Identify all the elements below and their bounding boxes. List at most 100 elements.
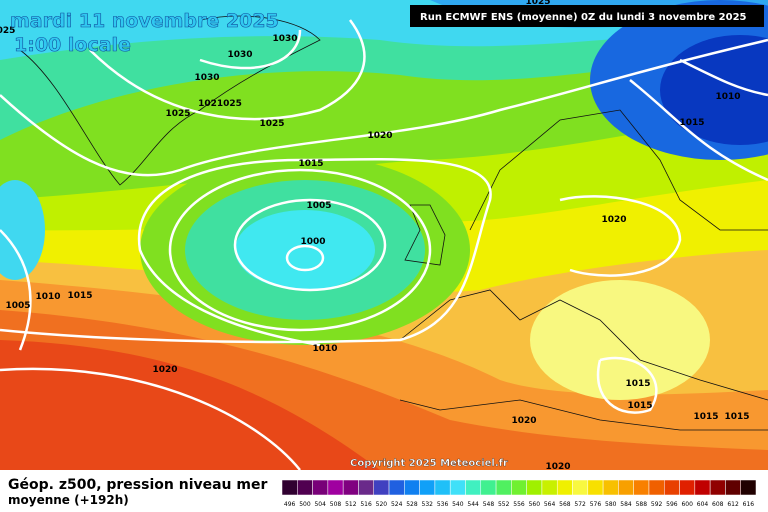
isobar-label: 1015 <box>724 412 749 422</box>
color-cell <box>495 479 512 496</box>
isobar-label: 1010 <box>312 344 337 354</box>
isobar-label: 1005 <box>306 201 331 211</box>
isobar-label: 1015 <box>298 159 323 169</box>
scale-label: 596 <box>666 501 678 508</box>
coastline <box>19 15 321 186</box>
scale-label: 520 <box>376 501 388 508</box>
isobar-label: 1020 <box>545 462 570 472</box>
isobar-label: 1000 <box>300 237 325 247</box>
isobar-labels: 1025 1030 1030 1030 1025 1021025 1025 1020 1015 1… <box>0 0 750 472</box>
isobars <box>0 19 768 471</box>
scale-label: 508 <box>330 501 342 508</box>
isobar <box>89 19 366 121</box>
scale-label: 544 <box>467 501 479 508</box>
isobar-label: 025 <box>0 26 15 36</box>
color-cell <box>556 479 573 496</box>
run-box <box>410 5 764 27</box>
color-cell <box>327 479 344 496</box>
scale-label: 572 <box>574 501 586 508</box>
color-cell <box>526 479 543 496</box>
scale-label: 528 <box>406 501 418 508</box>
isobar-label: 1030 <box>227 50 252 60</box>
color-cell <box>281 479 298 496</box>
scale-label: 564 <box>544 501 556 508</box>
local-time: 1:00 locale <box>14 34 131 56</box>
color-cell <box>541 479 558 496</box>
band <box>0 180 45 280</box>
color-cell <box>358 479 374 496</box>
isobar-label: 1025 <box>259 119 284 129</box>
color-cell <box>511 479 527 496</box>
color-cell <box>740 479 757 496</box>
scale-label: 568 <box>559 501 571 508</box>
scale-label: 500 <box>299 501 311 508</box>
isobar <box>596 356 658 414</box>
scale-label: 496 <box>284 501 296 508</box>
isobar <box>559 195 682 277</box>
isobar <box>629 79 768 182</box>
legend-title: Géop. z500, pression niveau mer <box>8 477 267 493</box>
isobar <box>233 198 387 292</box>
coastline <box>399 289 768 401</box>
color-cell <box>465 479 482 496</box>
color-cell <box>587 479 604 496</box>
scale-label: 580 <box>605 501 617 508</box>
copyright: Copyright 2025 Meteociel.fr <box>350 458 508 469</box>
isobar-label: 1010 <box>35 292 60 302</box>
run-info: Run ECMWF ENS (moyenne) 0Z du lundi 3 no… <box>420 12 747 23</box>
scale-label: 588 <box>636 501 648 508</box>
scale-label: 516 <box>360 501 372 508</box>
color-cell <box>679 479 696 496</box>
scale-label: 576 <box>590 501 602 508</box>
isobar-label: 1020 <box>601 215 626 225</box>
legend-subtitle: moyenne (+192h) <box>8 493 129 507</box>
scale-label: 536 <box>437 501 449 508</box>
isobar <box>168 168 432 332</box>
color-cell <box>633 479 650 496</box>
isobar-label: 1015 <box>627 401 652 411</box>
color-cell <box>709 479 726 496</box>
coastline <box>404 204 446 266</box>
color-cell <box>297 479 313 496</box>
color-cell <box>373 479 390 496</box>
color-cell <box>480 479 497 496</box>
scale-label: 592 <box>651 501 663 508</box>
isobar <box>679 58 768 97</box>
isobar-label: 1020 <box>152 365 177 375</box>
scale-label: 512 <box>345 501 357 508</box>
scale-label: 560 <box>529 501 541 508</box>
scale-label: 552 <box>498 501 510 508</box>
scale-label: 548 <box>483 501 495 508</box>
scale-label: 524 <box>391 501 403 508</box>
color-cell <box>694 479 711 496</box>
scale-label: 540 <box>452 501 464 508</box>
isobar <box>0 38 768 177</box>
scale-label: 532 <box>422 501 434 508</box>
isobar-label: 1010 <box>715 92 740 102</box>
scale-label: 612 <box>727 501 739 508</box>
isobar-label: 1015 <box>693 412 718 422</box>
isobar-label: 1005 <box>5 301 30 311</box>
scale-label: 608 <box>712 501 724 508</box>
isobar <box>285 244 325 272</box>
coastline <box>399 399 768 431</box>
scale-label: 600 <box>681 501 693 508</box>
isobar-label: 1020 <box>367 131 392 141</box>
color-cell <box>419 479 436 496</box>
date: mardi 11 novembre 2025 <box>10 10 279 32</box>
scale-label: 616 <box>743 501 755 508</box>
isobar-label: 1015 <box>625 379 650 389</box>
isobar-label: 1030 <box>272 34 297 44</box>
color-scale: 496 500 504 508 512 516 520 524 528 532 536 540 544 5… <box>281 479 757 508</box>
isobar-label: 1030 <box>194 73 219 83</box>
isobar-label: 1025 <box>165 109 190 119</box>
scale-label: 604 <box>697 501 709 508</box>
isobar-label: 1015 <box>679 118 704 128</box>
isobar-label: 1015 <box>67 291 92 301</box>
isobar <box>0 157 492 347</box>
scale-label: 584 <box>620 501 632 508</box>
isobar-label: 1021025 <box>198 99 242 109</box>
scale-label: 504 <box>314 501 326 508</box>
isobar <box>199 29 302 70</box>
